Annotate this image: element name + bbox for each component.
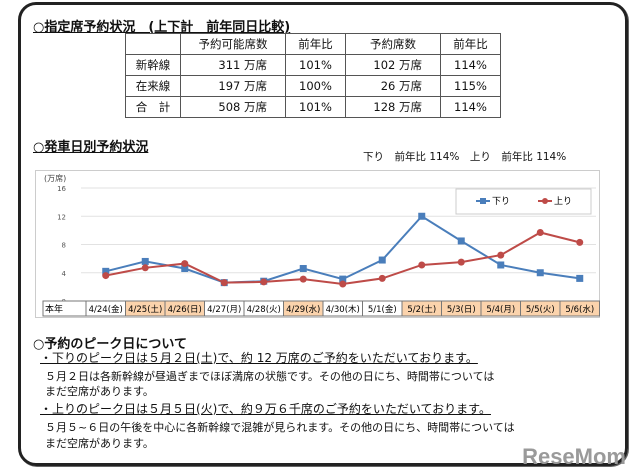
table-cell: 100%: [285, 75, 346, 97]
table-row: 新幹線 311 万席 101% 102 万席 114%: [125, 54, 501, 76]
x-tick-label: 4/29(水): [286, 304, 320, 315]
data-point: [457, 258, 465, 266]
table-cell: 115%: [440, 75, 501, 97]
row-label: 本年: [45, 303, 63, 315]
table-cell: 114%: [440, 54, 501, 76]
data-point: [260, 278, 268, 286]
reservation-table: 予約可能席数 前年比 予約席数 前年比 新幹線 311 万席 101% 102 万席 114% 在…: [125, 33, 501, 118]
table-cell: 197 万席: [180, 75, 286, 97]
x-tick-label: 5/4(月): [486, 305, 515, 315]
table-row: 在来線 197 万席 100% 26 万席 115%: [125, 75, 501, 97]
table-cell: 在来線: [125, 75, 181, 97]
data-point: [220, 279, 228, 287]
table-cell: 128 万席: [345, 96, 441, 118]
legend-marker: [480, 198, 486, 204]
data-point: [339, 275, 347, 283]
table-cell: [125, 33, 181, 55]
data-point: [299, 275, 307, 283]
table-cell: 前年比: [440, 33, 501, 55]
peak-down-detail: ５月２日は各新幹線が昼過ぎまでほぼ満席の状態です。その他の日にち、時間帯について…: [45, 370, 495, 383]
table-cell: 前年比: [285, 33, 346, 55]
data-point: [339, 280, 347, 288]
data-point: [418, 212, 426, 220]
table-cell: 予約席数: [345, 33, 441, 55]
table-cell: 新幹線: [125, 54, 181, 76]
y-tick-label: 16: [57, 185, 66, 193]
y-tick-label: 12: [57, 213, 66, 221]
data-point: [181, 265, 189, 273]
data-point: [536, 228, 544, 236]
x-tick-label: 5/5(火): [526, 305, 555, 315]
daily-reservation-chart: (万席)0481216本年4/24(金)4/25(土)4/26(日)4/27(月…: [35, 170, 600, 318]
peak-down-detail2: まだ空席があります。: [45, 385, 154, 398]
table-cell: 101%: [285, 96, 346, 118]
peak-up-detail: ５月５~６日の午後を中心に各新幹線で混雑が見られます。その他の日にち、時間帯につ…: [45, 421, 515, 434]
table-cell: 508 万席: [180, 96, 286, 118]
chart-svg: (万席)0481216本年4/24(金)4/25(土)4/26(日)4/27(月…: [42, 173, 600, 317]
data-point: [576, 238, 584, 246]
data-point: [576, 274, 584, 282]
x-tick-label: 4/28(火): [247, 305, 281, 315]
table-cell: 114%: [440, 96, 501, 118]
section2-title: ○発車日別予約状況: [33, 140, 149, 155]
data-point: [497, 261, 505, 269]
data-point: [299, 265, 307, 273]
yoy-summary: 下り 前年比 114% 上り 前年比 114%: [363, 151, 567, 163]
peak-up: ・上りのピーク日は５月５日(火)で、約９万６千席のご予約をいただいております。: [40, 402, 491, 416]
table-cell: 26 万席: [345, 75, 441, 97]
table-row: 合 計 508 万席 101% 128 万席 114%: [125, 96, 501, 118]
x-tick-label: 4/24(金): [89, 304, 123, 315]
peak-up-detail2: まだ空席があります。: [45, 437, 154, 450]
data-point: [418, 261, 426, 269]
table-cell: 102 万席: [345, 54, 441, 76]
data-point: [497, 251, 505, 259]
table-header: 予約可能席数 前年比 予約席数 前年比: [125, 33, 501, 55]
data-point: [181, 260, 189, 268]
x-tick-label: 4/30(木): [326, 304, 360, 315]
x-tick-label: 4/27(月): [207, 305, 241, 315]
x-tick-label: 5/1(金): [368, 304, 397, 315]
peak-down: ・下りのピーク日は５月２日(土)で、約 12 万席のご予約をいただいております。: [40, 351, 478, 365]
y-axis-label: (万席): [44, 173, 66, 183]
table-cell: 合 計: [125, 96, 181, 118]
document-frame: [18, 2, 628, 466]
data-point: [378, 274, 386, 282]
legend-label: 下り: [492, 196, 510, 207]
data-point: [102, 267, 110, 275]
x-tick-label: 5/6(水): [565, 304, 594, 315]
resemom-logo: ReseMom: [522, 444, 626, 469]
y-tick-label: 8: [62, 242, 66, 250]
table-cell: 予約可能席数: [180, 33, 286, 55]
data-point: [102, 272, 110, 280]
data-point: [141, 257, 149, 265]
x-tick-label: 5/3(日): [447, 305, 476, 315]
x-tick-label: 4/25(土): [128, 304, 162, 315]
legend-label: 上り: [554, 196, 572, 207]
y-tick-label: 4: [62, 270, 67, 278]
x-tick-label: 4/26(日): [168, 305, 202, 315]
section3-title: ○予約のピーク日について: [33, 337, 187, 352]
section1-title: ○指定席予約状況 (上下計 前年同日比較): [33, 20, 291, 35]
category-cell: [559, 300, 600, 317]
legend-marker: [542, 198, 548, 204]
x-tick-label: 5/2(土): [407, 304, 436, 315]
data-point: [536, 269, 544, 277]
data-point: [378, 256, 386, 264]
table-cell: 101%: [285, 54, 346, 76]
data-point: [457, 237, 465, 245]
table-cell: 311 万席: [180, 54, 286, 76]
data-point: [141, 264, 149, 272]
